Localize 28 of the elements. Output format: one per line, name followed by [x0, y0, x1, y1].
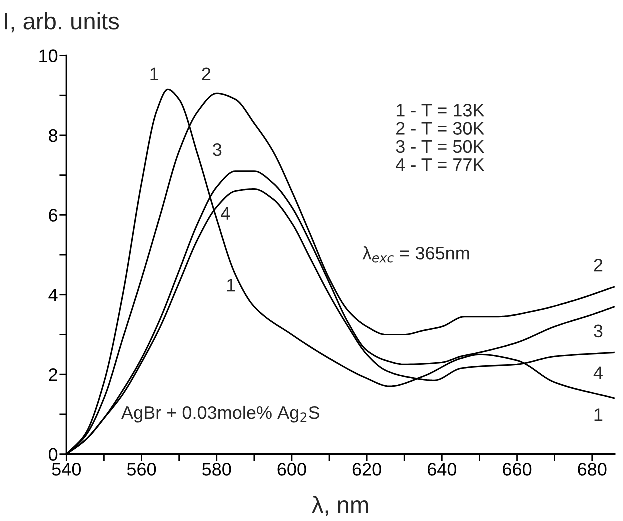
- annotation: 2: [594, 259, 603, 272]
- y-tick-label: 4: [48, 289, 58, 302]
- annotation: 2: [202, 68, 211, 80]
- annotation: 1: [594, 408, 603, 422]
- x-tick-label: 620: [352, 463, 382, 476]
- x-tick-label: 660: [503, 463, 532, 476]
- y-tick-label: 8: [49, 129, 58, 142]
- annotation: 3: [213, 143, 222, 156]
- annotation: 4: [594, 366, 603, 380]
- y-axis-title: I, arb. units: [5, 12, 120, 33]
- annotation: 1 - T = 13K 2 - T = 30K 3 - T = 50K 4 - T = 77K: [396, 104, 485, 172]
- y-tick-label: 2: [49, 368, 58, 382]
- annotation: 4: [221, 207, 230, 220]
- annotation: 1: [150, 68, 159, 80]
- y-tick-label: 6: [49, 209, 58, 222]
- annotation: AgBr + 0.03mole% Ag$_{2}$S: [122, 406, 320, 423]
- x-tick-label: 680: [578, 463, 607, 476]
- x-tick-label: 560: [127, 463, 156, 476]
- x-tick-label: 600: [278, 463, 306, 476]
- x-axis-title: λ, nm: [312, 496, 368, 516]
- x-tick-label: 540: [52, 463, 82, 476]
- y-tick-label: 0: [48, 448, 58, 462]
- x-tick-label: 580: [202, 463, 232, 476]
- annotation: 1: [227, 279, 236, 292]
- annotation: 3: [594, 324, 603, 338]
- y-tick-label: 10: [40, 50, 58, 62]
- x-tick-label: 640: [428, 463, 457, 476]
- annotation: λ$_{exc}$ = 365nm: [362, 246, 470, 263]
